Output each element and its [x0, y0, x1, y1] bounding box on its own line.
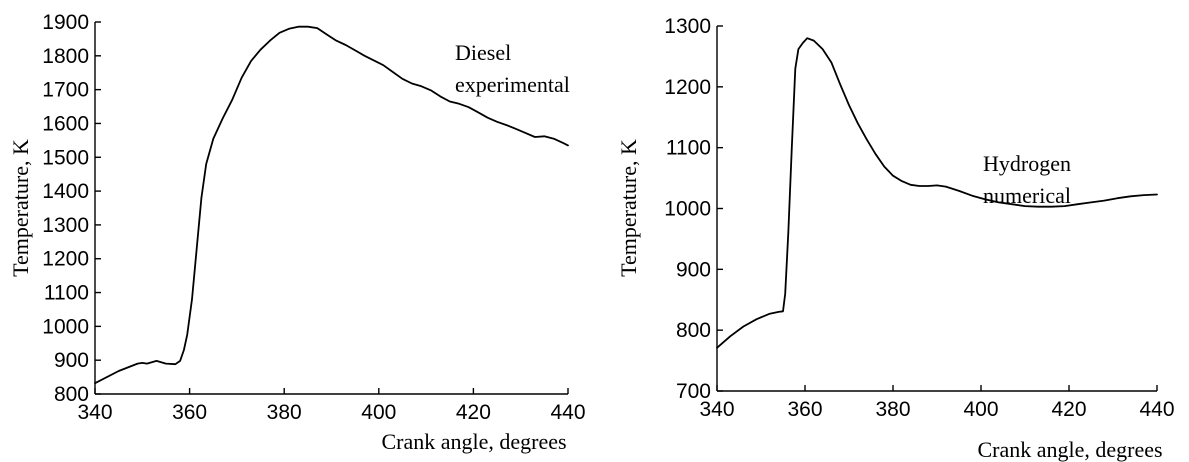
- x-tick-label: 420: [456, 401, 491, 424]
- y-axis-title: Temperature, K: [616, 139, 641, 277]
- y-tick-label: 1000: [42, 315, 89, 338]
- series-line-0: [716, 37, 1158, 349]
- y-tick-label: 1900: [42, 11, 89, 34]
- y-tick-label: 1000: [664, 198, 711, 221]
- y-tick-label: 800: [54, 383, 89, 406]
- x-tick-label: 380: [875, 398, 910, 421]
- y-tick-label: 1400: [42, 180, 89, 203]
- chart-hydrogen-numerical: 700 800 900 1000 1100 1200 1300 340 360 380 400 420…: [616, 15, 1175, 462]
- y-tick-label: 1300: [664, 15, 711, 38]
- annotation-line: Hydrogen: [983, 151, 1071, 176]
- x-tick-label: 340: [77, 401, 112, 424]
- y-tick-label: 800: [676, 319, 711, 342]
- x-tick-label: 380: [267, 401, 302, 424]
- chart-diesel-experimental: 800 900 1000 1100 1200 1300 1400 1500 1600 1700 18…: [8, 11, 586, 454]
- x-tick-label: 400: [361, 401, 396, 424]
- x-tick-label: 400: [963, 398, 998, 421]
- y-axis-title: Temperature, K: [8, 139, 33, 277]
- y-tick-label: 1100: [44, 282, 89, 305]
- y-tick-label: 1200: [42, 248, 89, 271]
- x-axis-title: Crank angle, degrees: [381, 429, 566, 454]
- y-tick-label: 1300: [42, 214, 89, 237]
- x-tick-label: 440: [550, 401, 585, 424]
- y-tick-label: 1200: [664, 76, 711, 99]
- x-axis-title: Crank angle, degrees: [977, 437, 1162, 462]
- y-tick-label: 1800: [42, 45, 89, 68]
- series-line-0: [94, 25, 569, 385]
- annotation-line: experimental: [455, 72, 570, 97]
- y-tick-label: 1700: [42, 79, 89, 102]
- annotation-line: Diesel: [455, 40, 511, 65]
- y-tick-label: 1100: [666, 137, 711, 160]
- x-tick-label: 440: [1139, 398, 1174, 421]
- y-tick-label: 700: [676, 380, 711, 403]
- x-tick-label: 360: [787, 398, 822, 421]
- annotation-line: numerical: [983, 183, 1071, 208]
- y-tick-label: 1500: [42, 146, 89, 169]
- x-tick-label: 420: [1051, 398, 1086, 421]
- x-tick-label: 340: [699, 398, 734, 421]
- y-tick-label: 1600: [42, 112, 89, 135]
- x-tick-label: 360: [172, 401, 207, 424]
- y-tick-label: 900: [676, 258, 711, 281]
- y-tick-label: 900: [54, 349, 89, 372]
